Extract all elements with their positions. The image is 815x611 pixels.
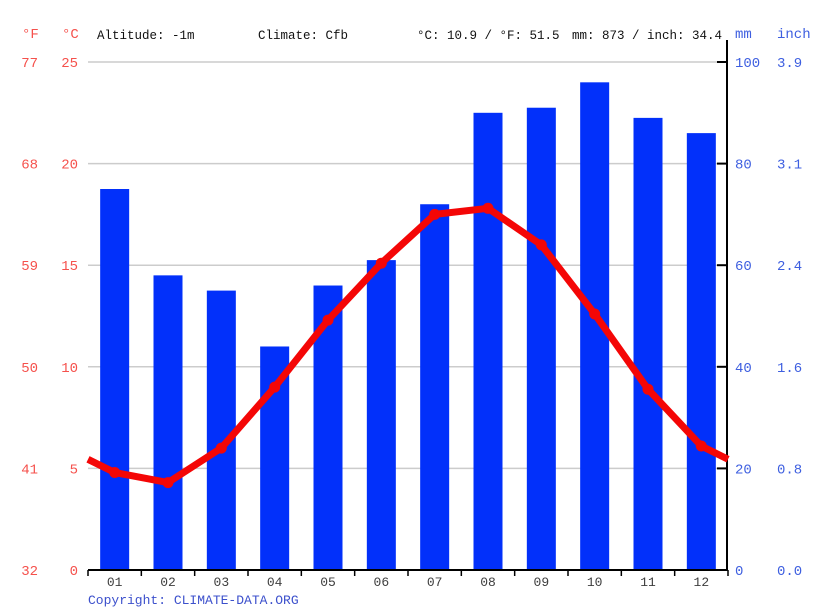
temp-tick-f: 50 — [21, 361, 38, 377]
precip-bar — [100, 189, 130, 570]
precip-bar — [206, 290, 236, 570]
precip-tick-mm: 60 — [735, 259, 752, 275]
month-label: 04 — [267, 575, 283, 590]
temperature-point — [269, 381, 281, 393]
temperature-point — [322, 314, 334, 326]
precip-tick-mm: 80 — [735, 158, 752, 174]
temp-tick-c: 20 — [61, 158, 78, 174]
temp-tick-f: 77 — [21, 56, 38, 72]
precip-bar — [633, 117, 663, 570]
temp-unit-c-header: °C — [62, 27, 79, 43]
month-label: 01 — [107, 575, 123, 590]
temp-tick-c: 0 — [70, 564, 78, 580]
month-label: 12 — [694, 575, 710, 590]
month-label: 06 — [374, 575, 390, 590]
temperature-summary: °C: 10.9 / °F: 51.5 — [417, 29, 560, 43]
temperature-point — [482, 202, 494, 214]
precip-bar — [153, 275, 183, 570]
month-label: 05 — [320, 575, 336, 590]
precip-tick-inch: 2.4 — [777, 259, 802, 275]
precip-tick-inch: 0.8 — [777, 462, 802, 478]
altitude-label: Altitude: -1m — [97, 29, 195, 43]
precip-unit-mm-header: mm — [735, 27, 752, 43]
copyright-prefix: Copyright: — [88, 593, 174, 608]
precip-bar — [420, 204, 450, 571]
precip-tick-mm: 100 — [735, 56, 760, 72]
temperature-point — [109, 467, 121, 478]
precip-tick-mm: 40 — [735, 361, 752, 377]
temperature-point — [695, 440, 707, 452]
precip-bar — [526, 107, 556, 570]
precip-bar — [366, 260, 396, 570]
precip-tick-inch: 3.9 — [777, 56, 802, 72]
month-label: 09 — [534, 575, 550, 590]
precip-unit-inch-header: inch — [777, 27, 811, 43]
temperature-point — [535, 239, 547, 251]
temperature-point — [162, 477, 174, 489]
precip-bar — [686, 133, 716, 570]
temp-tick-c: 5 — [70, 462, 78, 478]
temp-tick-f: 59 — [21, 259, 38, 275]
month-label: 03 — [214, 575, 230, 590]
month-label: 07 — [427, 575, 443, 590]
temp-tick-c: 15 — [61, 259, 78, 275]
precipitation-summary: mm: 873 / inch: 34.4 — [572, 29, 723, 43]
precip-tick-inch: 0.0 — [777, 564, 802, 580]
precip-bar — [473, 112, 503, 571]
precip-tick-inch: 1.6 — [777, 361, 802, 377]
month-label: 11 — [640, 575, 656, 590]
precip-tick-mm: 20 — [735, 462, 752, 478]
precip-tick-mm: 0 — [735, 564, 743, 580]
temperature-point — [589, 308, 601, 320]
temp-tick-f: 41 — [21, 462, 38, 478]
copyright: Copyright: CLIMATE-DATA.ORG — [88, 593, 299, 608]
month-label: 08 — [480, 575, 496, 590]
temp-tick-c: 25 — [61, 56, 78, 72]
copyright-link[interactable]: CLIMATE-DATA.ORG — [173, 593, 299, 608]
temperature-point — [215, 442, 227, 454]
precip-bar — [260, 346, 290, 570]
temp-unit-f-header: °F — [22, 27, 39, 43]
climate-label: Climate: Cfb — [258, 29, 349, 43]
month-label: 10 — [587, 575, 603, 590]
temperature-line — [86, 204, 730, 487]
temp-tick-f: 68 — [21, 158, 38, 174]
precip-tick-inch: 3.1 — [777, 158, 802, 174]
temp-tick-c: 10 — [61, 361, 78, 377]
temperature-point — [375, 257, 387, 269]
temperature-point — [642, 383, 654, 395]
temp-tick-f: 32 — [21, 564, 38, 580]
month-label: 02 — [160, 575, 176, 590]
temperature-point — [429, 208, 441, 220]
